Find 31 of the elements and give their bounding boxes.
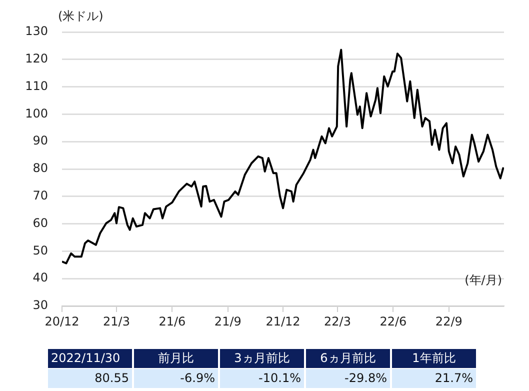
text: 前月比 (134, 349, 218, 368)
text: 2022/11/30 (48, 349, 132, 368)
x-tick-label: 22/6 (380, 314, 407, 328)
text: -29.8% (306, 369, 390, 388)
y-tick-label: 130 (25, 24, 48, 38)
y-tick-label: 40 (32, 270, 48, 285)
text: 80.55 (48, 369, 132, 388)
x-axis-title: (年/月) (464, 273, 502, 287)
text: 6ヵ月前比 (306, 349, 390, 368)
y-axis-title: (米ドル) (58, 9, 104, 23)
y-tick-label: 100 (25, 106, 48, 120)
x-tick-label: 21/3 (103, 314, 130, 328)
text: 1年前比 (392, 349, 476, 368)
x-tick-label: 22/9 (435, 314, 462, 328)
y-tick-label: 30 (32, 298, 48, 312)
y-tick-label: 90 (32, 134, 48, 148)
y-tick-label: 70 (32, 188, 48, 203)
text: -10.1% (220, 369, 304, 388)
x-tick-label: 20/12 (44, 314, 80, 328)
y-tick-label: 110 (25, 78, 48, 93)
text: -6.9% (134, 369, 218, 388)
x-tick-label: 22/3 (324, 314, 351, 328)
y-tick-label: 120 (25, 52, 48, 66)
x-tick-label: 21/6 (158, 314, 186, 328)
text: 3ヵ月前比 (220, 349, 304, 368)
text: 21.7% (392, 369, 476, 388)
y-tick-label: 60 (32, 216, 48, 230)
y-tick-label: 50 (32, 243, 48, 258)
y-tick-label: 80 (32, 161, 48, 176)
x-tick-label: 21/12 (266, 314, 300, 328)
x-tick-label: 21/9 (214, 314, 242, 328)
